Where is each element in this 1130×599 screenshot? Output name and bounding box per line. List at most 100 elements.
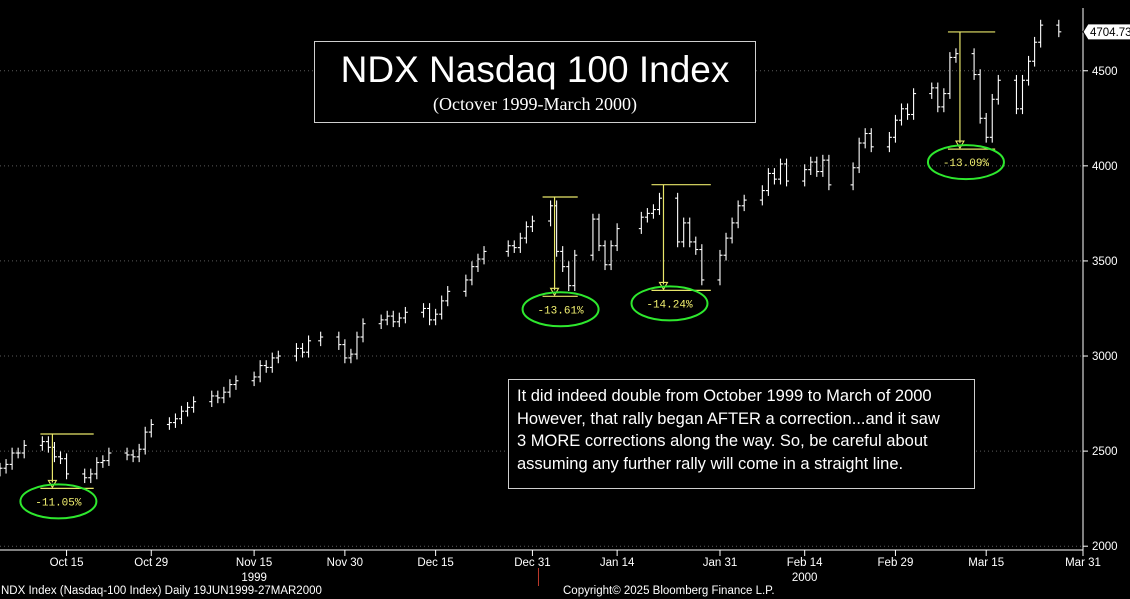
ohlc-bar — [608, 240, 614, 271]
correction-ellipse — [630, 285, 709, 322]
ohlc-bar — [257, 360, 263, 383]
correction-ellipse — [19, 483, 98, 520]
ohlc-bar — [856, 137, 862, 174]
correction-label: -11.05% — [35, 497, 82, 509]
correction-marker: -14.24% — [630, 184, 711, 322]
x-tick-label: Oct 15 — [50, 557, 84, 569]
ohlc-bar — [185, 402, 191, 417]
x-tick-label: Jan 14 — [600, 557, 635, 569]
ohlc-bar — [638, 211, 644, 234]
ohlc-bar — [481, 246, 487, 265]
last-price-tag — [1082, 23, 1130, 41]
ohlc-bar — [1038, 19, 1044, 48]
ohlc-bar — [45, 436, 51, 453]
ohlc-bar — [560, 246, 566, 272]
ohlc-bar — [209, 390, 215, 407]
correction-label: -13.09% — [943, 158, 990, 170]
correction-label: -13.61% — [537, 305, 584, 317]
ohlc-bar — [681, 217, 687, 248]
ohlc-bar — [892, 114, 898, 143]
ohlc-bar — [384, 310, 390, 326]
ohlc-bar — [39, 436, 45, 451]
ohlc-bar — [971, 48, 977, 80]
ohlc-bar — [342, 339, 348, 364]
ohlc-bar — [517, 232, 523, 253]
ohlc-bar — [693, 236, 699, 255]
ohlc-bar — [130, 449, 136, 463]
ohlc-bar — [548, 200, 554, 227]
ohlc-bar — [191, 396, 197, 413]
ohlc-bar — [717, 249, 723, 286]
ohlc-bar — [941, 88, 947, 113]
ohlc-bar — [650, 204, 656, 219]
ohlc-bar — [9, 447, 15, 470]
ohlc-bar — [3, 459, 9, 474]
ohlc-bar — [21, 440, 27, 459]
ohlc-bar — [771, 168, 777, 185]
ohlc-bar — [905, 103, 911, 120]
x-tick-label: Nov 30 — [327, 557, 363, 569]
ohlc-bar — [269, 352, 275, 373]
ohlc-bar — [142, 426, 148, 455]
correction-marker: -11.05% — [19, 433, 98, 520]
ohlc-bar — [221, 386, 227, 404]
ohlc-bar — [784, 158, 790, 187]
ohlc-bar — [529, 215, 535, 233]
y-tick-label: 4000 — [1092, 161, 1118, 173]
ohlc-bar — [82, 468, 88, 484]
footer-copyright: Copyright© 2025 Bloomberg Finance L.P. — [563, 585, 775, 597]
ohlc-bar — [100, 455, 106, 468]
ohlc-bar — [644, 208, 650, 223]
ohlc-bar — [868, 128, 874, 153]
ohlc-bar — [1056, 19, 1062, 38]
price-bars — [0, 19, 1062, 484]
ohlc-bar — [58, 451, 64, 465]
x-tick-label: Feb 14 — [787, 557, 823, 569]
ohlc-bar — [572, 249, 578, 291]
chart-subtitle: (Octover 1999-March 2000) — [433, 94, 637, 114]
ohlc-bar — [306, 335, 312, 358]
correction-label: -14.24% — [646, 299, 693, 311]
ohlc-bar — [886, 131, 892, 153]
chart-title: NDX Nasdaq 100 Index — [340, 49, 730, 90]
ohlc-bar — [656, 192, 662, 215]
ohlc-bar — [953, 48, 959, 63]
ohlc-bar — [898, 103, 904, 126]
ohlc-bar — [348, 348, 354, 364]
ohlc-bar — [227, 379, 233, 398]
ohlc-bar — [687, 217, 693, 248]
ohlc-bar — [759, 185, 765, 206]
ohlc-bar — [935, 82, 941, 113]
ohlc-bar — [94, 457, 100, 480]
ohlc-bar — [723, 232, 729, 261]
ohlc-bar — [263, 360, 269, 373]
ohlc-bar — [427, 303, 433, 326]
ohlc-bar — [390, 310, 396, 328]
ohlc-bar — [983, 112, 989, 143]
ohlc-bar — [826, 154, 832, 191]
ohlc-bar — [741, 194, 747, 212]
ohlc-bar — [820, 154, 826, 177]
last-price-label: 4704.73 — [1090, 27, 1130, 39]
y-tick-label: 3500 — [1092, 256, 1118, 268]
ohlc-bar — [808, 156, 814, 175]
ohlc-bar — [675, 192, 681, 248]
x-tick-label: Feb 29 — [878, 557, 914, 569]
y-tick-label: 2500 — [1092, 446, 1118, 458]
ohlc-bar — [439, 295, 445, 320]
ohlc-bar — [1013, 74, 1019, 115]
ohlc-bar — [148, 419, 154, 438]
x-tick-label: Jan 31 — [703, 557, 738, 569]
footer-security-info: NDX Index (Nasdaq-100 Index) Daily 19JUN… — [1, 585, 322, 597]
correction-marker: -13.61% — [521, 196, 600, 328]
y-tick-label: 3000 — [1092, 351, 1118, 363]
ohlc-bar — [354, 331, 360, 360]
ohlc-bar — [402, 306, 408, 324]
ohlc-bar — [947, 52, 953, 99]
ohlc-bar — [396, 312, 402, 328]
x-tick-label: Oct 29 — [134, 557, 168, 569]
ohlc-bar — [233, 375, 239, 390]
year-label: 2000 — [792, 572, 818, 584]
ohlc-bar — [602, 240, 608, 271]
